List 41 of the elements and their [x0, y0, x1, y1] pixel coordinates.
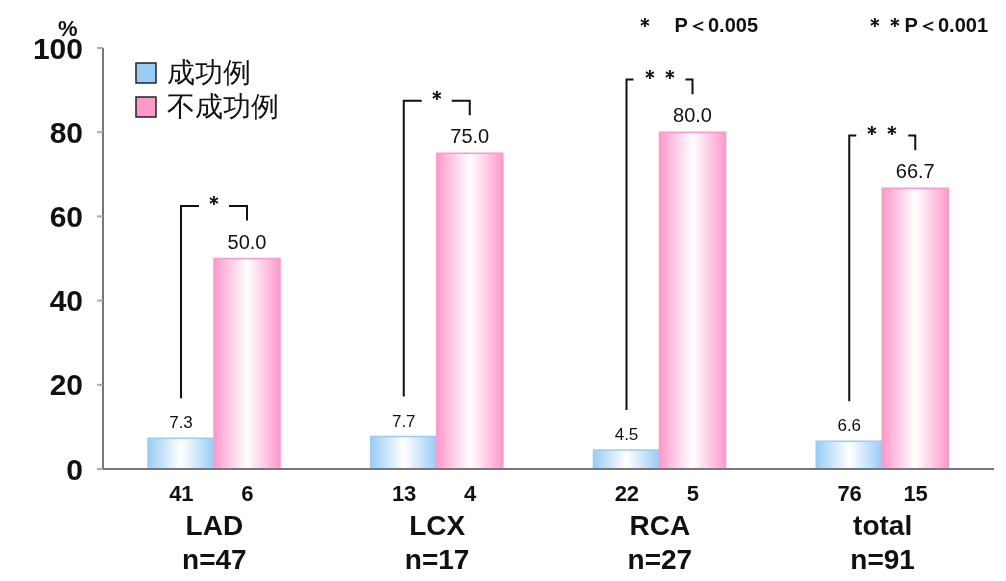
text: 13 — [391, 481, 417, 506]
bar — [436, 152, 504, 469]
bar — [815, 440, 883, 469]
y-tick-label: 20 — [49, 368, 83, 402]
text: ＊ P＜0.005 — [634, 14, 758, 36]
y-tick-label: 80 — [49, 115, 83, 149]
x-tick-label: LCX n=17 — [404, 510, 470, 575]
text: 22 — [614, 481, 640, 506]
text: 76 — [837, 481, 862, 506]
bar — [147, 437, 215, 469]
data-label: 6.6 — [837, 416, 862, 436]
annotation: ＊＊ — [639, 65, 680, 88]
legend-label: 成功例 — [167, 56, 251, 90]
text: 4 — [464, 481, 477, 506]
data-label: 80.0 — [673, 104, 712, 127]
data-label: 75.0 — [450, 125, 490, 148]
data-label: 4.5 — [614, 425, 639, 445]
text: 5 — [686, 481, 699, 506]
legend-label: 不成功例 — [167, 90, 279, 124]
x-tick-label: LAD n=47 — [182, 510, 247, 575]
bar — [592, 449, 661, 469]
bar — [370, 435, 438, 469]
data-label: 50.0 — [227, 230, 267, 253]
annotation: ＊ — [204, 191, 224, 214]
y-tick-label: 60 — [49, 200, 83, 234]
annotation: ＊＊ — [862, 121, 903, 144]
y-tick-label: 40 — [49, 284, 83, 318]
bar — [881, 187, 949, 469]
bar — [213, 257, 281, 469]
data-label: 7.7 — [391, 411, 416, 431]
x-tick-label: total n=91 — [850, 510, 915, 575]
y-tick-label: 0 — [66, 452, 83, 486]
data-label: 66.7 — [895, 160, 935, 183]
text: 15 — [903, 481, 928, 506]
text: 6 — [241, 481, 254, 506]
text: 41 — [169, 481, 194, 506]
text: ＊＊P＜0.001 — [864, 14, 988, 36]
bar — [658, 131, 727, 469]
annotation: ＊ — [426, 86, 447, 109]
x-tick-label: RCA n=27 — [627, 510, 693, 575]
data-label: 7.3 — [169, 413, 193, 433]
